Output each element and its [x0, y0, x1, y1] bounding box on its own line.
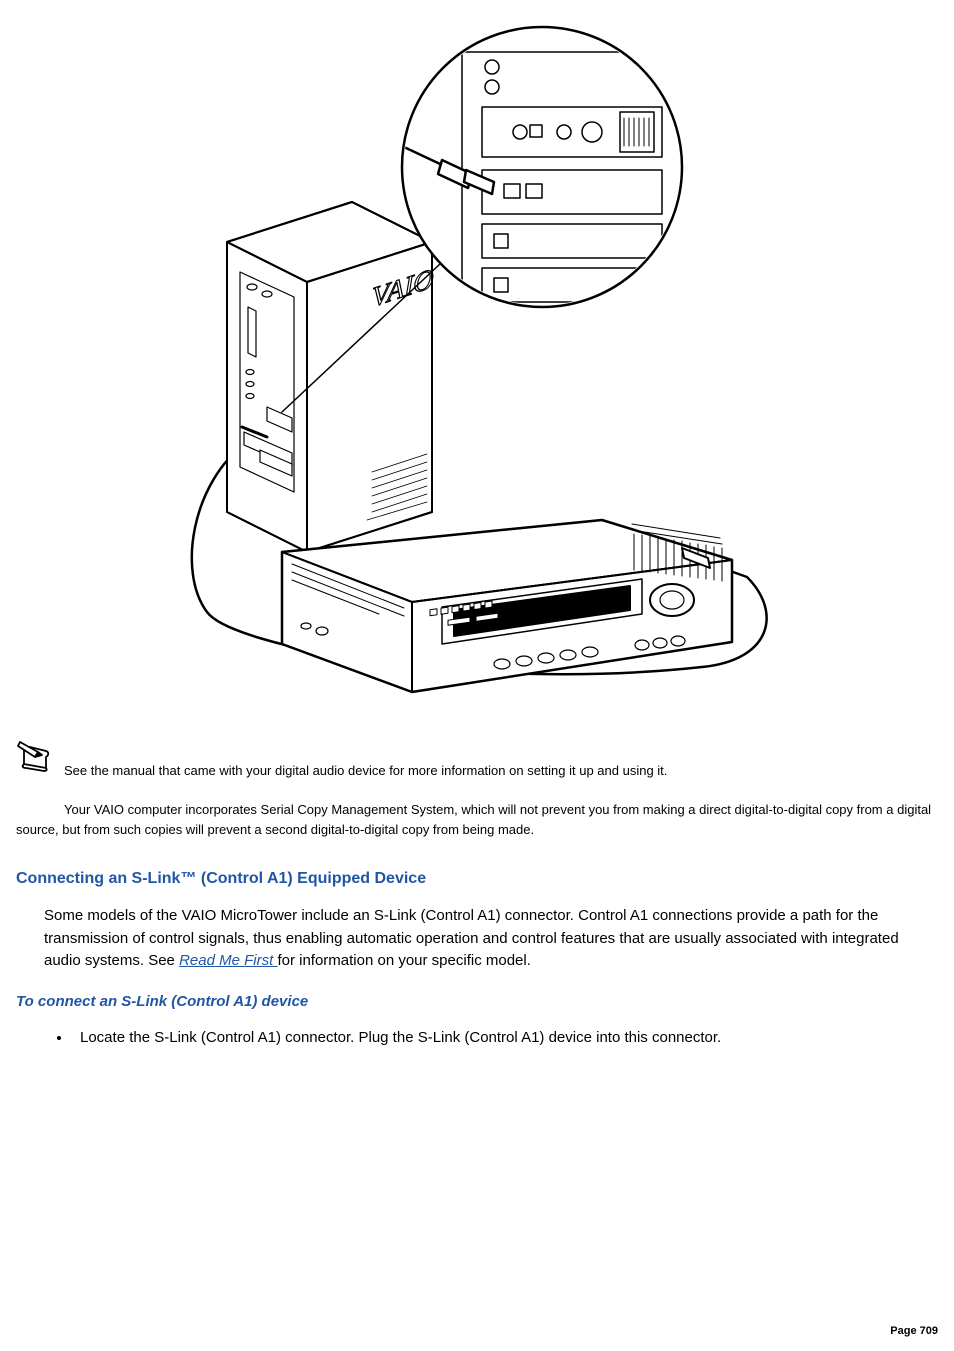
heading-slink: Connecting an S-Link™ (Control A1) Equip…	[16, 867, 938, 891]
scms-paragraph: Your VAIO computer incorporates Serial C…	[16, 800, 938, 839]
diagram-svg: VAIO	[172, 12, 782, 702]
subheading-connect: To connect an S-Link (Control A1) device	[16, 991, 938, 1014]
note-text: See the manual that came with your digit…	[64, 761, 667, 781]
page-number: Page 709	[890, 1323, 938, 1340]
connection-diagram: VAIO	[16, 12, 938, 708]
note-block: See the manual that came with your digit…	[16, 738, 938, 780]
read-me-first-link[interactable]: Read Me First	[179, 952, 277, 969]
list-item: Locate the S-Link (Control A1) connector…	[72, 1027, 938, 1050]
pencil-note-icon	[16, 738, 56, 778]
slink-body-post: for information on your specific model.	[277, 952, 530, 969]
slink-body: Some models of the VAIO MicroTower inclu…	[44, 905, 938, 973]
instruction-list: Locate the S-Link (Control A1) connector…	[72, 1027, 938, 1050]
